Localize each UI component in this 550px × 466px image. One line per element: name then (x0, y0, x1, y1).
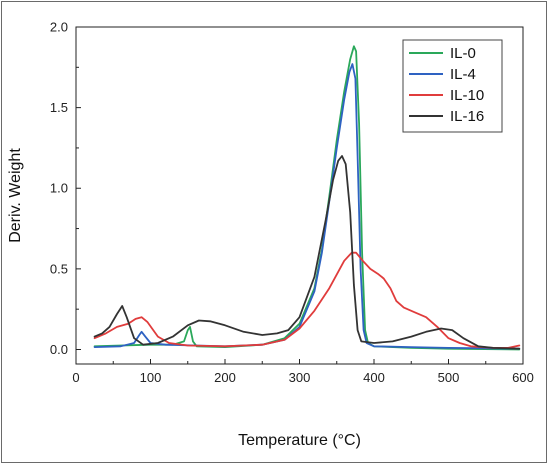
legend-label-il-16: IL-16 (450, 108, 484, 125)
x-axis-title: Temperature (°C) (238, 432, 361, 449)
x-tick-label: 0 (72, 370, 79, 385)
y-tick-label: 2.0 (50, 20, 68, 35)
ticks-layer: 0 100 200 300 400 500 600 0.0 0.5 1.0 1.5 2.0 (50, 20, 534, 386)
series-line-il-16 (93, 155, 521, 350)
x-tick-label: 200 (214, 370, 236, 385)
x-tick-label: 100 (140, 370, 162, 385)
x-tick-label: 600 (512, 370, 534, 385)
legend-label-il-10: IL-10 (450, 87, 484, 104)
y-tick-label: 1.5 (50, 100, 68, 115)
legend-label-il-0: IL-0 (450, 45, 476, 62)
y-tick-label: 1.0 (50, 181, 68, 196)
y-axis-title: Deriv. Weight (7, 148, 24, 243)
series-line-il-4 (93, 63, 521, 350)
x-tick-label: 400 (363, 370, 385, 385)
y-tick-label: 0.5 (50, 261, 68, 276)
series-layer (93, 45, 521, 351)
legend: IL-0 IL-4 IL-10 IL-16 (402, 39, 503, 133)
legend-label-il-4: IL-4 (450, 66, 476, 83)
x-tick-label: 500 (438, 370, 460, 385)
y-tick-label: 0.0 (50, 342, 68, 357)
x-tick-label: 300 (289, 370, 311, 385)
